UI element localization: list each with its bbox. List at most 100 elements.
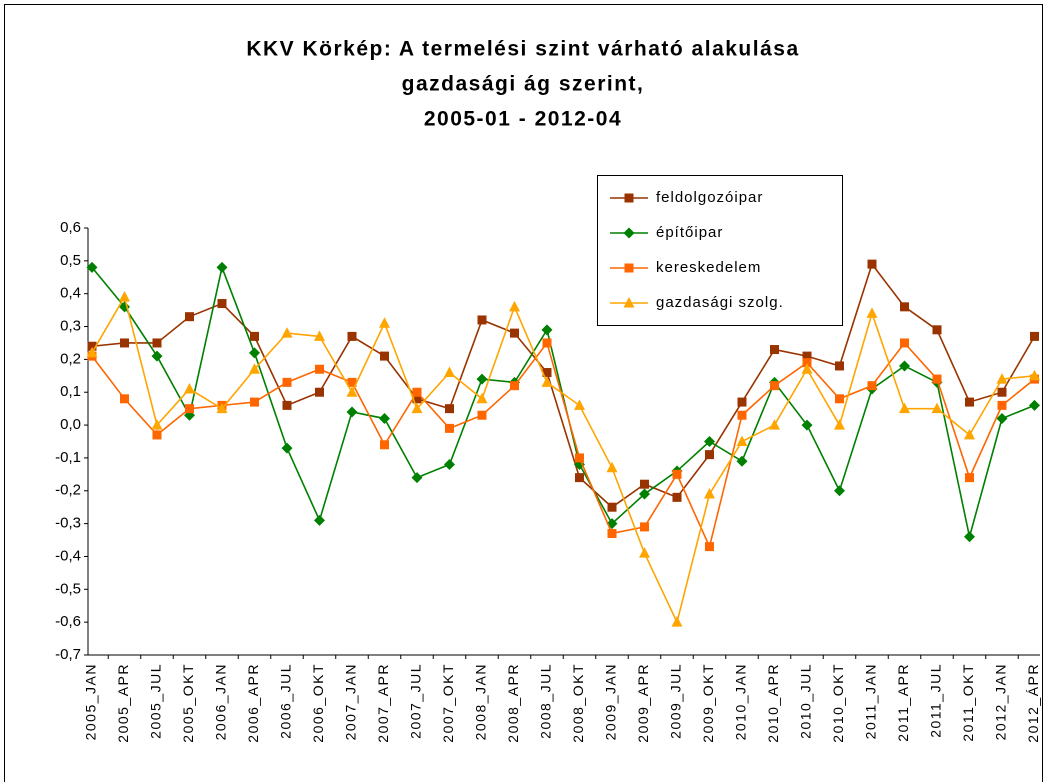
marker (541, 376, 553, 387)
marker (542, 368, 552, 378)
marker (249, 363, 260, 374)
marker (249, 347, 260, 359)
x-tick-label: 2008_JUL (538, 663, 554, 739)
x-tick-label: 2006_JAN (213, 663, 229, 740)
y-tick-label: -0,4 (55, 547, 81, 564)
marker (672, 492, 682, 502)
y-tick-label: 0,5 (60, 252, 81, 269)
marker (444, 458, 455, 470)
marker (86, 346, 98, 358)
marker (445, 404, 454, 414)
marker (932, 325, 942, 335)
marker (607, 528, 617, 538)
x-tick-label: 2007_JUL (408, 663, 424, 739)
marker (639, 488, 650, 500)
marker (623, 227, 635, 239)
marker (867, 259, 877, 269)
x-tick-label: 2012_ÁPR (1025, 663, 1041, 743)
marker (380, 440, 389, 450)
y-tick-label: 0,2 (60, 350, 81, 367)
marker (185, 312, 194, 322)
marker (120, 338, 129, 348)
marker (574, 399, 585, 410)
marker (314, 514, 325, 526)
y-tick-label: -0,5 (55, 580, 81, 597)
x-tick-label: 2010_JUL (798, 663, 814, 739)
marker (250, 397, 259, 407)
marker (86, 261, 98, 273)
series-line (91, 294, 1035, 625)
marker (509, 300, 520, 312)
series-line (91, 264, 1035, 537)
legend: feldolgozóipar építőipar kereskedelem gazda… (597, 175, 843, 326)
marker (736, 435, 748, 446)
y-tick-label: 0,6 (60, 219, 81, 236)
marker (965, 473, 974, 483)
marker (476, 392, 488, 404)
x-tick-label: 2010_JAN (733, 663, 749, 740)
y-tick-label: 0,3 (60, 318, 81, 335)
marker (900, 302, 909, 312)
y-tick-label: 0,0 (60, 416, 81, 433)
y-tick-label: -0,6 (55, 613, 81, 630)
marker (900, 338, 909, 348)
marker (477, 410, 487, 420)
chart-title: 2005-01 - 2012-04 (424, 108, 622, 131)
x-tick-label: 2009_APR (635, 663, 651, 743)
marker (575, 473, 584, 483)
marker (477, 315, 487, 325)
x-tick-label: 2008_OKT (570, 663, 586, 743)
marker (899, 402, 910, 414)
marker (119, 290, 130, 302)
marker (1029, 369, 1040, 381)
marker (672, 469, 682, 479)
marker (314, 330, 325, 341)
marker (639, 547, 650, 558)
marker (216, 261, 228, 273)
marker (281, 442, 293, 454)
chart-title: gazdasági ág szerint, (402, 73, 645, 96)
marker (152, 338, 162, 348)
marker (152, 430, 162, 440)
marker (217, 299, 227, 309)
marker (412, 394, 422, 404)
marker (1029, 399, 1040, 411)
marker (737, 410, 747, 420)
marker (216, 402, 228, 414)
marker (640, 522, 649, 532)
chart-title: KKV Körkép: A termelési szint várható al… (246, 38, 799, 61)
x-tick-label: 2009_JAN (603, 663, 619, 740)
marker (347, 377, 357, 387)
series-line (91, 341, 1036, 550)
y-tick-label: -0,1 (55, 449, 81, 466)
marker (185, 404, 194, 414)
marker (315, 364, 324, 374)
marker (705, 542, 714, 552)
x-tick-label: 2006_JUL (278, 663, 294, 739)
x-tick-label: 2006_APR (245, 663, 261, 743)
legend-label: építőipar (656, 224, 723, 241)
marker (151, 419, 163, 430)
marker (835, 361, 844, 371)
marker (835, 394, 844, 404)
x-tick-label: 2010_OKT (830, 663, 846, 743)
marker (510, 381, 519, 391)
legend-box (597, 175, 843, 326)
marker (151, 350, 163, 362)
marker (899, 360, 910, 372)
x-tick-label: 2011_JUL (928, 663, 944, 738)
marker (510, 328, 519, 338)
legend-label: kereskedelem (656, 259, 761, 276)
marker (379, 317, 390, 328)
y-tick-label: -0,2 (55, 482, 81, 499)
x-tick-label: 2005_APR (115, 663, 131, 743)
x-tick-label: 2006_OKT (310, 663, 326, 743)
series-line (91, 262, 1036, 509)
marker (250, 331, 259, 341)
marker (380, 351, 389, 361)
marker (541, 324, 553, 336)
marker (346, 386, 358, 397)
marker (704, 488, 715, 499)
marker (671, 616, 683, 627)
